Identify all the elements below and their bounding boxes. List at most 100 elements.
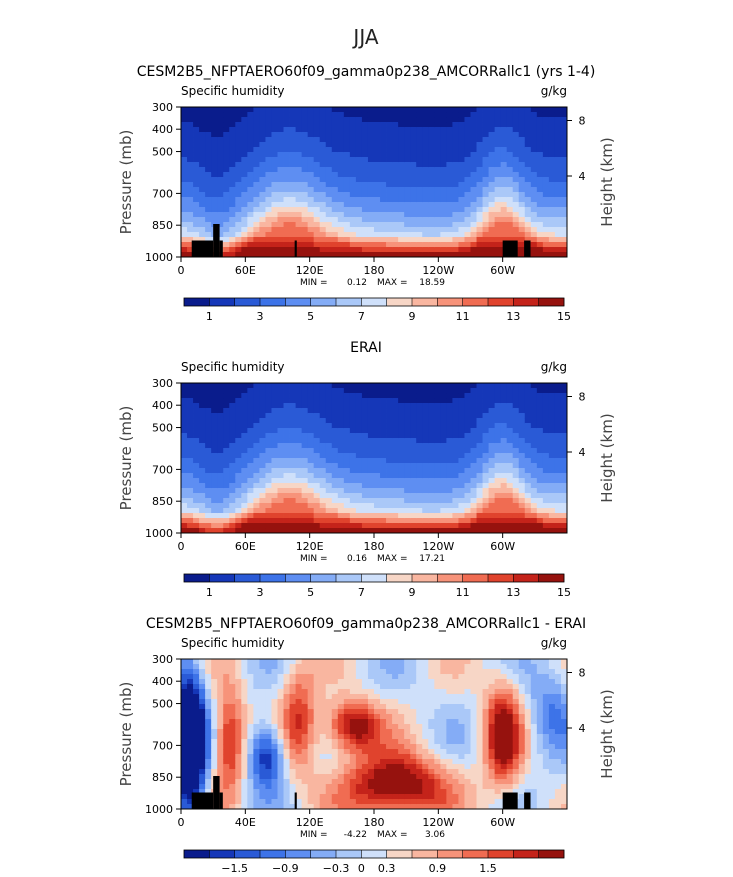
heatmap-cell [296,388,302,393]
heatmap-cell [205,112,211,117]
heatmap-cell [271,659,277,664]
heatmap-cell [320,724,326,729]
heatmap-cell [308,709,314,714]
heatmap-cell [519,483,525,488]
heatmap-cell [223,132,229,137]
heatmap-cell [205,774,211,779]
heatmap-cell [308,408,314,413]
heatmap-cell [308,689,314,694]
heatmap-cell [398,152,404,157]
heatmap-cell [326,784,332,789]
heatmap-cell [464,423,470,428]
heatmap-cell [308,759,314,764]
heatmap-cell [519,157,525,162]
heatmap-cell [374,182,380,187]
heatmap-cell [428,232,434,237]
heatmap-cell [464,192,470,197]
heatmap-cell [543,207,549,212]
heatmap-cell [193,659,199,664]
heatmap-cell [422,117,428,122]
heatmap-cell [428,222,434,227]
heatmap-cell [549,122,555,127]
heatmap-cell [404,112,410,117]
heatmap-cell [265,162,271,167]
heatmap-cell [241,458,247,463]
heatmap-cell [374,192,380,197]
heatmap-cell [495,247,501,252]
heatmap-cell [320,408,326,413]
heatmap-cell [193,182,199,187]
heatmap-cell [247,774,253,779]
heatmap-cell [428,197,434,202]
heatmap-cell [284,674,290,679]
heatmap-cell [211,413,217,418]
heatmap-cell [362,709,368,714]
heatmap-cell [374,759,380,764]
heatmap-cell [278,704,284,709]
heatmap-cell [452,488,458,493]
heatmap-cell [296,182,302,187]
heatmap-cell [199,152,205,157]
heatmap-cell [241,493,247,498]
heatmap-cell [332,117,338,122]
heatmap-cell [259,418,265,423]
heatmap-cell [392,448,398,453]
heatmap-cell [434,147,440,152]
heatmap-cell [199,684,205,689]
heatmap-cell [555,147,561,152]
heatmap-cell [271,242,277,247]
heatmap-cell [326,714,332,719]
heatmap-cell [398,513,404,518]
heatmap-cell [241,393,247,398]
heatmap-cell [314,769,320,774]
heatmap-cell [555,227,561,232]
heatmap-cell [386,232,392,237]
heatmap-cell [543,523,549,528]
heatmap-cell [440,202,446,207]
heatmap-cell [501,207,507,212]
heatmap-cell [235,518,241,523]
heatmap-cell [338,744,344,749]
heatmap-cell [519,523,525,528]
heatmap-cell [229,152,235,157]
heatmap-cell [434,117,440,122]
heatmap-cell [543,463,549,468]
heatmap-cell [320,162,326,167]
heatmap-cell [229,473,235,478]
heatmap-cell [422,488,428,493]
heatmap-cell [495,448,501,453]
heatmap-cell [452,393,458,398]
heatmap-cell [187,122,193,127]
heatmap-cell [386,237,392,242]
heatmap-cell [211,513,217,518]
heatmap-cell [386,433,392,438]
heatmap-cell [458,187,464,192]
heatmap-cell [434,453,440,458]
heatmap-cell [320,744,326,749]
heatmap-cell [374,669,380,674]
heatmap-cell [320,428,326,433]
heatmap-cell [380,157,386,162]
heatmap-cell [290,503,296,508]
heatmap-cell [386,112,392,117]
heatmap-cell [392,112,398,117]
heatmap-cell [271,734,277,739]
heatmap-cell [495,177,501,182]
heatmap-cell [290,187,296,192]
heatmap-cell [265,403,271,408]
heatmap-cell [525,152,531,157]
heatmap-cell [531,523,537,528]
heatmap-cell [356,122,362,127]
heatmap-cell [392,137,398,142]
heatmap-cell [525,448,531,453]
heatmap-cell [241,523,247,528]
heatmap-cell [531,137,537,142]
heatmap-cell [519,127,525,132]
heatmap-cell [350,117,356,122]
heatmap-cell [549,498,555,503]
heatmap-cell [446,403,452,408]
heatmap-cell [561,187,567,192]
heatmap-cell [446,137,452,142]
heatmap-cell [489,107,495,112]
heatmap-cell [531,388,537,393]
